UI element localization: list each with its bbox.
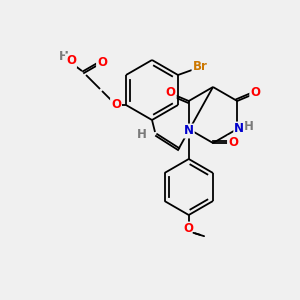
Text: N: N: [234, 122, 244, 136]
Text: O: O: [111, 98, 121, 112]
Text: Br: Br: [193, 61, 207, 74]
Text: O: O: [228, 136, 238, 149]
Text: O: O: [166, 86, 176, 100]
Text: O: O: [250, 86, 260, 100]
Text: H: H: [59, 50, 69, 64]
Text: H: H: [137, 128, 147, 140]
Text: O: O: [97, 56, 107, 70]
Text: H: H: [244, 121, 254, 134]
Text: O: O: [184, 223, 194, 236]
Text: O: O: [66, 55, 76, 68]
Text: N: N: [184, 124, 194, 137]
